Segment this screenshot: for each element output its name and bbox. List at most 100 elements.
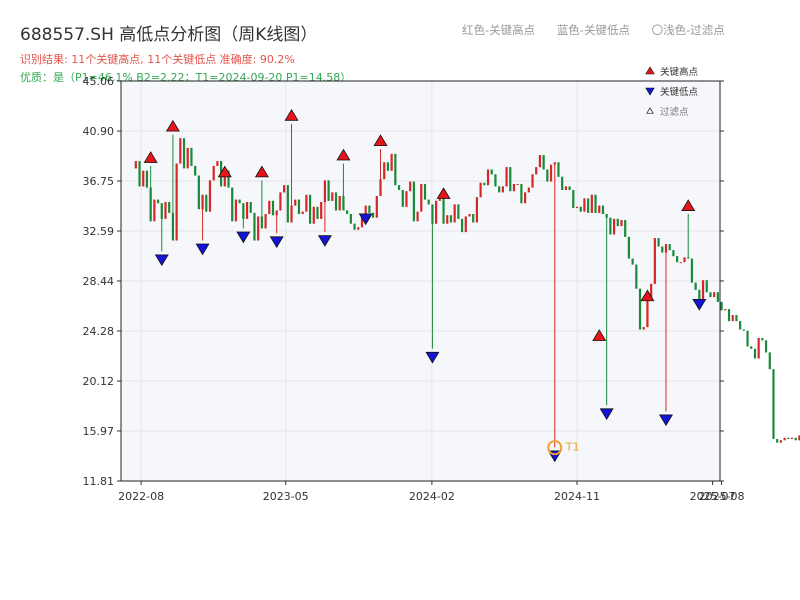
candle-body <box>353 223 356 230</box>
candle-body <box>761 337 764 341</box>
legend-low-label: 关键低点 <box>660 86 699 98</box>
candle-body <box>331 192 334 201</box>
candle-body <box>257 216 260 241</box>
candle-body <box>423 183 427 200</box>
candle-body <box>186 147 189 169</box>
candle-body <box>294 199 297 206</box>
candle-body <box>564 186 567 190</box>
candle-body <box>308 194 312 224</box>
candle-body <box>468 214 471 217</box>
candle-body <box>149 187 152 222</box>
candle-body <box>179 138 182 164</box>
candle-body <box>690 258 694 283</box>
x-tick-label: 2022-08 <box>118 490 164 503</box>
candle-body <box>494 174 497 187</box>
candle-body <box>724 309 727 311</box>
candle-body <box>205 194 208 212</box>
candle-body <box>249 202 252 213</box>
candle-body <box>705 280 708 293</box>
candle-body <box>253 212 256 241</box>
key-high-marker <box>336 148 351 161</box>
candle-body <box>612 218 616 235</box>
y-tick-label: 15.97 <box>83 425 115 438</box>
candle-body <box>609 217 612 235</box>
candle-body <box>750 346 753 349</box>
candle-body <box>268 200 271 215</box>
candle-body <box>156 199 160 204</box>
candle-body <box>301 211 304 215</box>
candle-body <box>368 205 371 213</box>
key-high-marker <box>592 329 607 341</box>
candle-body <box>401 189 404 207</box>
candle-body <box>316 206 319 219</box>
key-high-marker <box>143 151 158 163</box>
candle-body <box>764 340 768 353</box>
key-low-marker <box>358 213 373 226</box>
candle-body <box>683 257 686 263</box>
y-tick-label: 32.59 <box>83 225 115 238</box>
candle-body <box>538 155 542 168</box>
y-tick-label: 11.81 <box>83 475 115 488</box>
key-low-marker <box>692 298 707 311</box>
candle-body <box>194 165 197 176</box>
candle-body <box>449 215 453 223</box>
candle-body <box>505 167 508 187</box>
candle-body <box>501 186 504 193</box>
legend-high-icon <box>645 66 655 75</box>
x-tick-label: 2024-11 <box>554 490 600 503</box>
candle-body <box>286 185 289 223</box>
candle-body <box>701 280 705 302</box>
candle-body <box>305 194 308 212</box>
t1-label: T1 <box>565 441 580 454</box>
candle-body <box>638 288 642 330</box>
candle-body <box>260 216 263 229</box>
candle-body <box>620 220 623 227</box>
candle-body <box>475 197 479 223</box>
candle-body <box>523 192 527 204</box>
candle-body <box>572 189 575 209</box>
candle-body <box>223 170 226 187</box>
candle-body <box>427 199 430 205</box>
candle-body <box>627 236 631 259</box>
candle-body <box>360 214 364 228</box>
candle-body <box>720 301 723 311</box>
candle-body <box>568 186 571 190</box>
y-tick-label: 36.75 <box>83 175 115 188</box>
candle-body <box>212 165 215 181</box>
key-low-marker <box>269 236 284 249</box>
candle-body <box>238 199 241 204</box>
candle-body <box>379 179 382 197</box>
candle-body <box>579 206 582 212</box>
chart-title: 688557.SH 高低点分析图（周K线图） <box>20 25 318 45</box>
candle-body <box>227 170 230 188</box>
candle-body <box>794 437 797 441</box>
plot-frame <box>120 80 721 482</box>
candle-body <box>394 153 397 186</box>
key-high-marker <box>284 109 299 121</box>
candle-body <box>583 198 586 212</box>
candle-body <box>197 175 200 210</box>
candle-body <box>338 196 341 211</box>
key-low-marker <box>658 414 673 427</box>
candle-body <box>453 204 456 223</box>
candle-body <box>601 205 605 215</box>
candle-body <box>486 169 490 186</box>
candle-body <box>650 283 653 301</box>
candle-body <box>190 147 193 166</box>
candle-body <box>698 289 701 302</box>
candle-body <box>323 180 327 203</box>
legend-filtered-label: 过滤点 <box>660 106 689 118</box>
key-high-marker <box>681 199 696 211</box>
candle-body <box>727 309 731 322</box>
legend-high-label: 关键高点 <box>660 66 699 78</box>
y-tick-label: 24.28 <box>83 325 115 338</box>
candle-body <box>275 210 278 216</box>
candle-body <box>742 329 745 331</box>
candle-body <box>557 162 560 177</box>
candle-body <box>386 162 390 171</box>
candle-body <box>661 246 664 253</box>
candle-body <box>357 227 360 230</box>
key-high-marker <box>254 165 269 178</box>
candle-body <box>182 138 186 169</box>
candle-body <box>553 162 556 165</box>
